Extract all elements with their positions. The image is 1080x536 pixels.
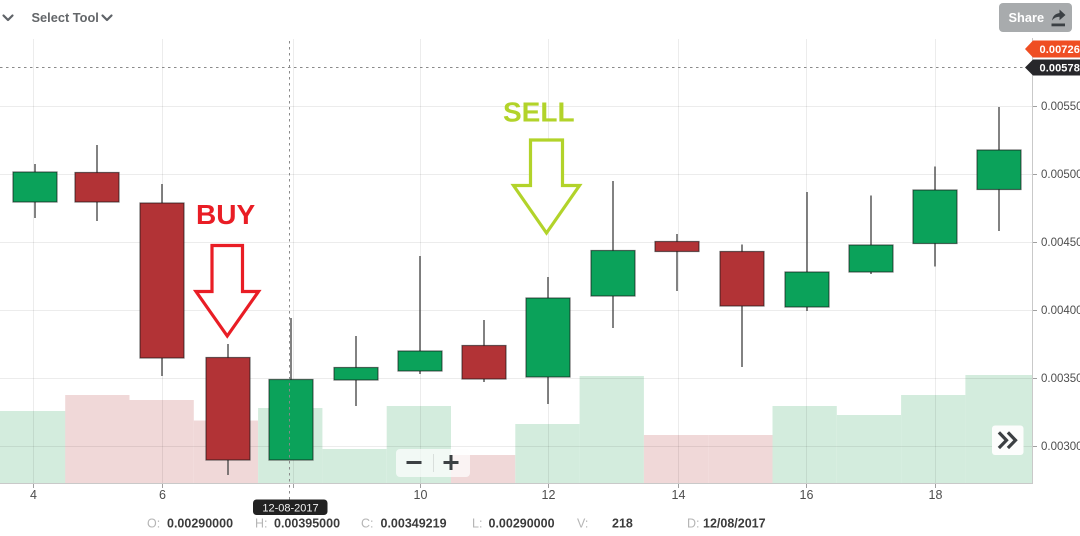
svg-text:0.00450: 0.00450 [1041,237,1080,249]
svg-text:0.00395000: 0.00395000 [274,517,340,531]
svg-text:218: 218 [612,517,633,531]
svg-text:L:: L: [472,517,482,531]
svg-text:0.00349219: 0.00349219 [381,517,447,531]
svg-text:H:: H: [255,517,268,531]
svg-text:12/08/2017: 12/08/2017 [703,517,766,531]
svg-text:18: 18 [929,488,943,502]
svg-text:16: 16 [800,488,814,502]
svg-text:BUY: BUY [196,199,255,230]
svg-text:14: 14 [672,488,686,502]
svg-text:0.00400: 0.00400 [1041,305,1080,317]
svg-text:O:: O: [147,517,160,531]
svg-text:0.00578: 0.00578 [1040,63,1080,75]
svg-text:6: 6 [159,488,166,502]
svg-text:4: 4 [30,488,37,502]
svg-text:0.00500: 0.00500 [1041,169,1080,181]
svg-text:C:: C: [361,517,374,531]
svg-text:0.00290000: 0.00290000 [489,517,555,531]
svg-text:SELL: SELL [503,97,575,128]
svg-text:10: 10 [414,488,428,502]
svg-text:0.00726: 0.00726 [1040,44,1080,56]
svg-text:0.00300: 0.00300 [1041,441,1080,453]
svg-text:12-08-2017: 12-08-2017 [262,503,318,515]
svg-text:Share: Share [1009,10,1045,25]
svg-text:Select Tool: Select Tool [32,10,99,25]
svg-text:0.00290000: 0.00290000 [167,517,233,531]
svg-text:0.00550: 0.00550 [1041,101,1080,113]
svg-text:D:: D: [687,517,700,531]
svg-text:V:: V: [577,517,588,531]
svg-text:0.00350: 0.00350 [1041,373,1080,385]
svg-text:12: 12 [542,488,556,502]
